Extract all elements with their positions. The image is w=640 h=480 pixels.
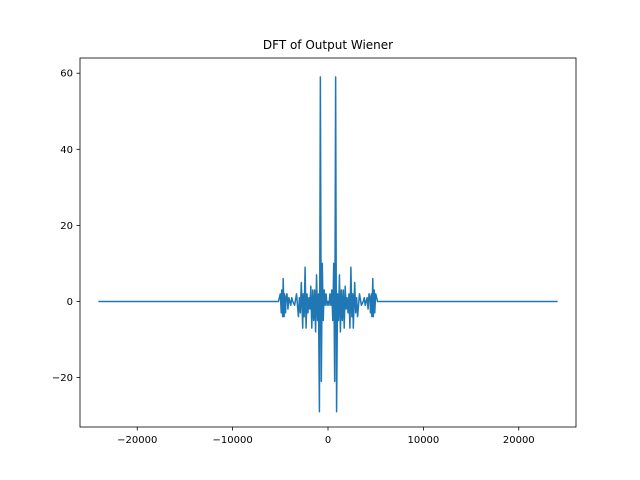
y-axis: −20 0 20 40 60: [52, 69, 80, 384]
x-tick-label: −20000: [117, 435, 157, 446]
series-line-0: [98, 76, 558, 413]
x-axis: −20000 −10000 0 10000 20000: [117, 427, 535, 446]
x-tick-label: 20000: [503, 435, 535, 446]
y-tick-label: 40: [60, 145, 73, 156]
y-tick-label: 60: [60, 69, 73, 80]
x-tick-label: 0: [325, 435, 331, 446]
x-tick-label: −10000: [213, 435, 253, 446]
plot-area: [98, 76, 558, 413]
y-tick-label: 20: [60, 221, 73, 232]
chart-title: DFT of Output Wiener: [263, 38, 393, 52]
y-tick-label: 0: [67, 297, 73, 308]
y-tick-label: −20: [52, 373, 73, 384]
plot-frame: [79, 57, 577, 428]
x-tick-label: 10000: [407, 435, 439, 446]
